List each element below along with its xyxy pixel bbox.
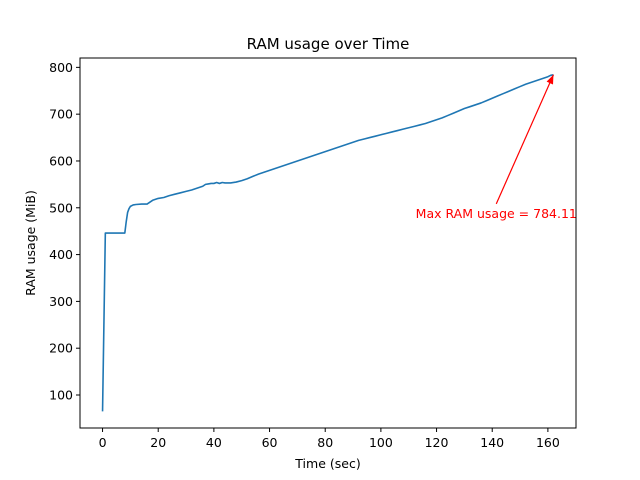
y-tick-label: 400	[49, 247, 73, 262]
y-tick-label: 800	[49, 60, 73, 75]
x-axis-ticks: 0 20 40 60 80 100 120 140 160	[99, 428, 560, 450]
x-tick-label: 100	[369, 435, 393, 450]
x-tick-label: 140	[480, 435, 504, 450]
annotation-arrow-head	[546, 74, 554, 85]
chart-title: RAM usage over Time	[247, 35, 410, 53]
annotation-arrow-line	[495, 74, 555, 205]
x-tick-label: 0	[99, 435, 107, 450]
x-tick-label: 80	[317, 435, 333, 450]
ram-usage-line	[101, 74, 554, 412]
plot-area: Max RAM usage = 784.11	[101, 74, 577, 412]
plot-frame	[79, 57, 577, 429]
x-tick-label: 160	[536, 435, 560, 450]
y-tick-label: 500	[49, 200, 73, 215]
y-tick-label: 600	[49, 153, 73, 168]
y-tick-label: 300	[49, 294, 73, 309]
y-axis-ticks: 100 200 300 400 500 600 700 800	[49, 60, 80, 403]
x-tick-label: 120	[425, 435, 449, 450]
y-axis-label: RAM usage (MiB)	[23, 190, 38, 296]
x-tick-label: 60	[262, 435, 278, 450]
y-tick-label: 100	[49, 388, 73, 403]
y-tick-label: 200	[49, 341, 73, 356]
x-tick-label: 40	[206, 435, 222, 450]
x-axis-label: Time (sec)	[294, 456, 360, 471]
annotation-text: Max RAM usage = 784.11	[416, 206, 577, 221]
y-tick-label: 700	[49, 107, 73, 122]
x-tick-label: 20	[150, 435, 166, 450]
